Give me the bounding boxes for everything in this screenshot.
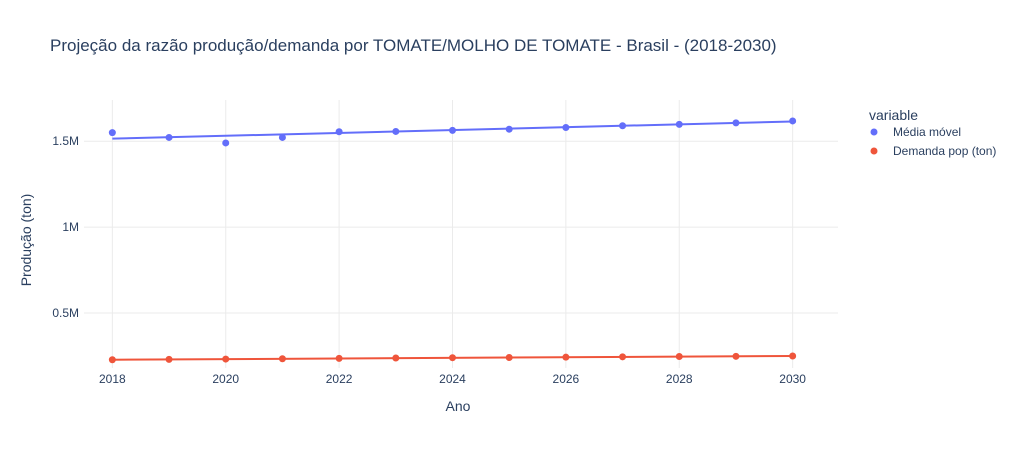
legend-marker bbox=[870, 128, 878, 136]
x-tick-label: 2018 bbox=[99, 372, 126, 386]
x-axis-title: Ano bbox=[446, 398, 471, 414]
point-media-movel[interactable] bbox=[222, 139, 230, 147]
point-media-movel[interactable] bbox=[165, 133, 173, 141]
point-media-movel[interactable] bbox=[732, 119, 740, 127]
point-demanda-pop[interactable] bbox=[222, 355, 230, 363]
point-media-movel[interactable] bbox=[108, 129, 116, 137]
data-points bbox=[108, 117, 797, 364]
y-tick-label: 1M bbox=[62, 220, 79, 234]
point-media-movel[interactable] bbox=[789, 117, 797, 125]
legend-item[interactable]: Média móvel bbox=[870, 125, 962, 139]
point-demanda-pop[interactable] bbox=[505, 354, 513, 362]
point-media-movel[interactable] bbox=[505, 125, 513, 133]
x-tick-label: 2024 bbox=[439, 372, 466, 386]
legend-marker bbox=[870, 147, 878, 155]
x-axis-ticks: 2018 2020 2022 2024 2026 2028 2030 bbox=[99, 372, 806, 386]
point-media-movel[interactable] bbox=[278, 133, 286, 141]
point-media-movel[interactable] bbox=[562, 123, 570, 131]
y-tick-label: 1.5M bbox=[52, 134, 79, 148]
point-media-movel[interactable] bbox=[392, 127, 400, 135]
legend-label: Demanda pop (ton) bbox=[893, 144, 996, 158]
point-media-movel[interactable] bbox=[675, 120, 683, 128]
legend[interactable]: variable Média móvel Demanda pop (ton) bbox=[869, 107, 996, 158]
point-demanda-pop[interactable] bbox=[675, 352, 683, 360]
point-media-movel[interactable] bbox=[335, 128, 343, 136]
point-demanda-pop[interactable] bbox=[165, 355, 173, 363]
legend-item[interactable]: Demanda pop (ton) bbox=[870, 144, 997, 158]
x-tick-label: 2030 bbox=[779, 372, 806, 386]
y-axis-title: Produção (ton) bbox=[18, 194, 34, 287]
x-tick-label: 2028 bbox=[666, 372, 693, 386]
point-demanda-pop[interactable] bbox=[108, 356, 116, 364]
point-media-movel[interactable] bbox=[448, 126, 456, 134]
point-demanda-pop[interactable] bbox=[562, 353, 570, 361]
legend-label: Média móvel bbox=[893, 125, 961, 139]
point-media-movel[interactable] bbox=[619, 122, 627, 130]
legend-items: Média móvel Demanda pop (ton) bbox=[870, 125, 997, 158]
point-demanda-pop[interactable] bbox=[392, 354, 400, 362]
grid bbox=[84, 100, 838, 368]
point-demanda-pop[interactable] bbox=[789, 352, 797, 360]
chart-title: Projeção da razão produção/demanda por T… bbox=[50, 36, 777, 55]
point-demanda-pop[interactable] bbox=[335, 354, 343, 362]
y-tick-label: 0.5M bbox=[52, 306, 79, 320]
point-demanda-pop[interactable] bbox=[732, 352, 740, 360]
x-tick-label: 2020 bbox=[212, 372, 239, 386]
x-tick-label: 2022 bbox=[326, 372, 353, 386]
legend-title: variable bbox=[869, 107, 918, 123]
point-demanda-pop[interactable] bbox=[278, 355, 286, 363]
point-demanda-pop[interactable] bbox=[448, 354, 456, 362]
point-demanda-pop[interactable] bbox=[619, 353, 627, 361]
x-tick-label: 2026 bbox=[553, 372, 580, 386]
y-axis-ticks: 0.5M 1M 1.5M bbox=[52, 134, 79, 320]
